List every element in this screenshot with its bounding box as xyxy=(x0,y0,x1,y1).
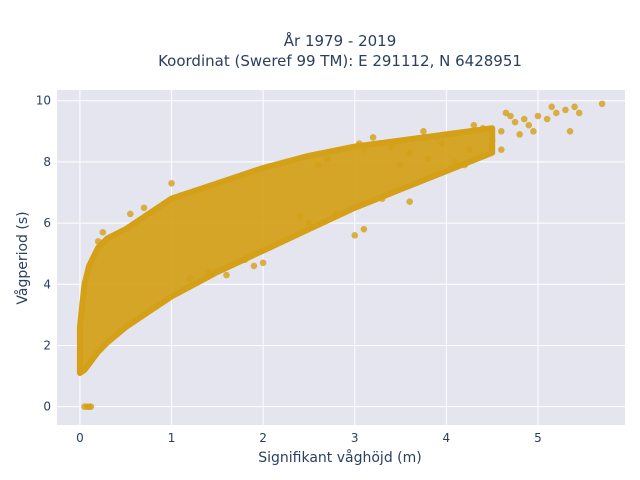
scatter-point xyxy=(204,268,212,276)
scatter-point xyxy=(452,158,459,166)
scatter-point xyxy=(397,161,404,169)
density-cloud xyxy=(76,125,496,376)
scatter-points xyxy=(81,100,606,410)
x-axis-ticks: 0 1 2 3 4 5 xyxy=(76,431,542,445)
scatter-point xyxy=(99,228,107,236)
scatter-point xyxy=(296,213,304,221)
scatter-point xyxy=(566,128,574,135)
dense-point-cloud xyxy=(76,125,496,376)
scatter-point xyxy=(520,115,528,123)
y-tick-label: 8 xyxy=(43,155,51,169)
y-tick-label: 4 xyxy=(43,277,51,291)
scatter-point xyxy=(241,256,249,264)
scatter-point xyxy=(126,210,134,218)
scatter-point xyxy=(433,134,441,141)
scatter-point xyxy=(507,112,514,120)
x-tick-label: 4 xyxy=(443,431,451,445)
scatter-point xyxy=(552,109,560,117)
scatter-point xyxy=(369,134,377,141)
x-tick-label: 1 xyxy=(168,431,176,445)
scatter-point xyxy=(250,262,258,270)
scatter-point xyxy=(511,118,519,126)
chart-title-line1: År 1979 - 2019 xyxy=(284,31,397,50)
x-tick-label: 5 xyxy=(534,431,542,445)
y-tick-label: 0 xyxy=(43,400,51,414)
scatter-point xyxy=(406,149,414,157)
scatter-point xyxy=(168,180,175,187)
scatter-point xyxy=(516,131,523,138)
scatter-point xyxy=(323,155,331,163)
scatter-point xyxy=(571,103,578,111)
scatter-point xyxy=(525,121,533,129)
scatter-point xyxy=(140,204,148,212)
scatter-point xyxy=(424,155,432,163)
scatter-point xyxy=(498,128,505,135)
scatter-point xyxy=(259,259,267,267)
x-tick-label: 0 xyxy=(76,431,84,445)
y-tick-label: 10 xyxy=(36,94,51,108)
scatter-point xyxy=(488,137,496,144)
scatter-point xyxy=(177,192,184,199)
scatter-point xyxy=(543,115,551,123)
scatter-point xyxy=(388,143,395,150)
scatter-point xyxy=(351,232,359,239)
scatter-point xyxy=(530,128,537,135)
scatter-point xyxy=(470,121,478,129)
x-axis-title: Signifikant våghöjd (m) xyxy=(258,449,421,466)
scatter-point xyxy=(94,238,102,245)
scatter-point xyxy=(498,146,505,153)
y-tick-label: 6 xyxy=(43,216,51,230)
scatter-point xyxy=(333,210,340,218)
chart-title-line2: Koordinat (Sweref 99 TM): E 291112, N 64… xyxy=(158,52,522,70)
scatter-point xyxy=(575,109,583,117)
scatter-point xyxy=(479,152,487,160)
scatter-point xyxy=(598,100,606,108)
scatter-point xyxy=(186,274,194,282)
scatter-point xyxy=(378,195,386,202)
y-axis-ticks: 0 2 4 6 8 10 xyxy=(36,94,51,414)
scatter-point xyxy=(479,124,487,132)
scatter-point xyxy=(360,146,368,153)
y-axis-title: Vågperiod (s) xyxy=(14,211,31,304)
scatter-point xyxy=(534,112,542,120)
scatter-point xyxy=(305,219,313,227)
scatter-point xyxy=(356,140,363,147)
scatter-point xyxy=(406,198,414,205)
x-tick-label: 2 xyxy=(259,431,267,445)
scatter-point xyxy=(548,103,556,111)
scatter-point xyxy=(562,106,569,114)
x-tick-label: 3 xyxy=(351,431,359,445)
scatter-point xyxy=(465,146,473,153)
y-tick-label: 2 xyxy=(43,338,51,352)
scatter-point xyxy=(87,403,95,410)
scatter-point xyxy=(420,128,427,135)
scatter-point xyxy=(360,225,368,233)
scatter-point xyxy=(223,271,230,279)
scatter-point xyxy=(461,161,468,169)
scatter-point xyxy=(314,161,322,169)
scatter-point xyxy=(438,140,446,147)
